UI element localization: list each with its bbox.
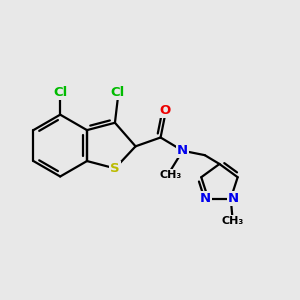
Text: Cl: Cl [111, 86, 125, 99]
Text: O: O [159, 103, 171, 117]
Text: CH₃: CH₃ [221, 216, 243, 226]
Text: N: N [228, 192, 239, 205]
Text: S: S [110, 162, 120, 175]
Text: Cl: Cl [53, 86, 67, 99]
Text: CH₃: CH₃ [160, 170, 182, 180]
Text: N: N [200, 192, 211, 205]
Text: N: N [177, 144, 188, 157]
